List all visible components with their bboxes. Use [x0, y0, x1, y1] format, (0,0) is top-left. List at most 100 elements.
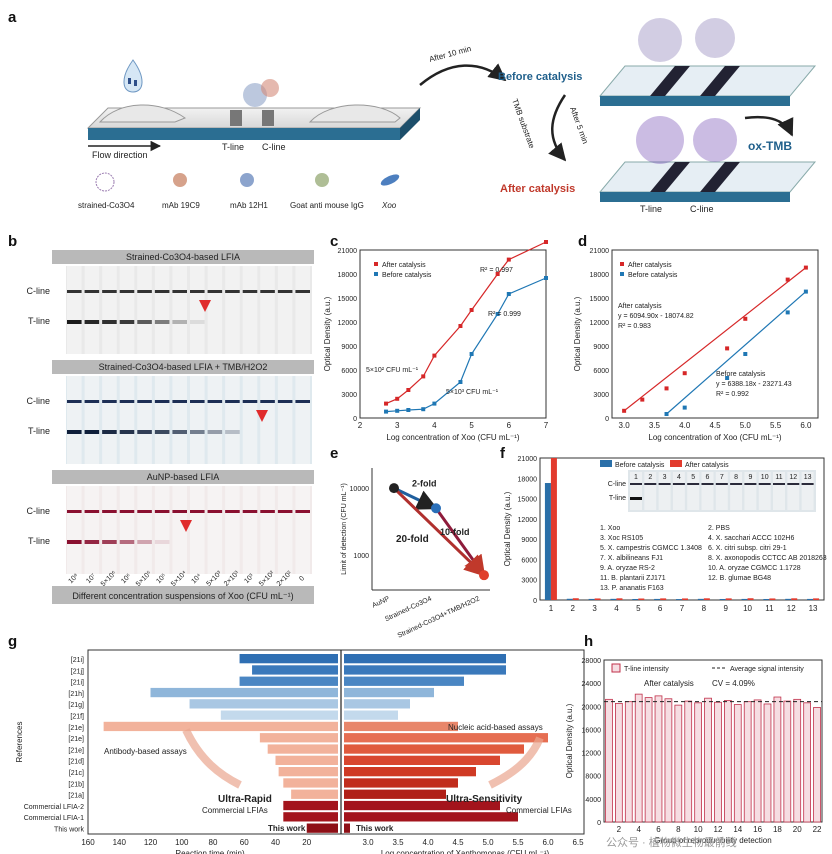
- bar: [694, 702, 702, 823]
- strain-item: 3. Xoc RS105: [600, 535, 643, 542]
- inset-lane: [687, 472, 700, 510]
- c-line-band: [172, 510, 187, 513]
- t-line-band: [225, 430, 240, 434]
- c-line-band: [190, 290, 205, 293]
- y-tick-label: 0: [533, 598, 537, 605]
- panel-f-label: f: [500, 445, 506, 462]
- c-line-band: [190, 400, 205, 403]
- reference-label: [21h]: [68, 691, 84, 698]
- x-tick-label: 20: [793, 825, 802, 834]
- y-axis-label: Optical Density (a.u.): [323, 296, 332, 371]
- concentration-tick: 10³: [243, 572, 256, 585]
- inset-c-line: [630, 483, 642, 485]
- y-tick-label: 12000: [338, 320, 358, 327]
- panel-h: h 0 4000 8000 12000 16000 20000 24000 28000 Opti…: [565, 633, 823, 845]
- strip-lane: [102, 376, 117, 464]
- strip-lane: [172, 486, 187, 574]
- data-point: [682, 371, 687, 376]
- strip-lane: [277, 266, 293, 354]
- c-line-band: [172, 400, 187, 403]
- strain-item: 10. A. oryzae CGMCC 1.1728: [708, 565, 801, 572]
- bar: [773, 696, 782, 823]
- droplet-icon: [123, 59, 143, 93]
- c-line-band: [102, 290, 117, 293]
- y-tick-label: 0: [597, 820, 601, 827]
- strip-lane: [260, 486, 275, 574]
- y-tick-label: 8000: [585, 774, 601, 781]
- time-bar: [306, 823, 338, 833]
- strain-item: 12. B. glumae BG48: [708, 575, 771, 582]
- y-tick-label: 9000: [593, 344, 609, 351]
- strip-lane: [225, 376, 240, 464]
- data-point: [469, 308, 474, 312]
- bar: [572, 598, 579, 600]
- data-point: [725, 346, 730, 351]
- fit-line: [623, 267, 807, 412]
- bar: [664, 698, 673, 823]
- bar: [660, 598, 667, 600]
- t-line-band: [154, 320, 170, 324]
- group-label: This work: [356, 824, 394, 833]
- inset-c-line: [687, 483, 700, 485]
- reference-label: [21e]: [68, 736, 84, 743]
- group-label: Ultra-Sensitivity: [446, 794, 523, 805]
- data-point: [743, 352, 748, 356]
- strip-block-title: AuNP-based LFIA: [147, 472, 220, 482]
- panel-a: a Flow direction T-line C-line: [8, 9, 817, 214]
- bar: [724, 700, 732, 823]
- c-line-label-a2: C-line: [690, 204, 714, 214]
- bar: [763, 598, 770, 600]
- inset-lane: [630, 472, 642, 510]
- data-point: [544, 276, 548, 280]
- strip-lane: [137, 486, 152, 574]
- legend-item: mAb 19C9: [162, 201, 200, 210]
- bar: [544, 483, 551, 600]
- data-point: [622, 408, 627, 413]
- t-line-band: [84, 430, 100, 434]
- inset-lane: [658, 472, 671, 510]
- y-axis-label: Optical Density (a.u.): [503, 491, 512, 566]
- t-line-band: [67, 430, 82, 434]
- inset-c-line: [787, 483, 800, 485]
- chart-h: 0 4000 8000 12000 16000 20000 24000 28000 Optica…: [565, 658, 823, 845]
- y-tick-label: 10000: [350, 486, 370, 493]
- panel-e-label: e: [330, 445, 338, 462]
- bar: [747, 598, 754, 600]
- x-tick-label: 6: [658, 604, 663, 613]
- inset-lane-number: 8: [734, 474, 738, 481]
- lod-point: [389, 483, 399, 494]
- x-tick-label: 10: [743, 604, 752, 613]
- annotation: R² = 0.997: [480, 267, 513, 274]
- chart-f: 0 3000 6000 9000 12000 15000 18000 21000 Optical…: [503, 456, 827, 613]
- data-point: [432, 401, 437, 406]
- bar: [594, 598, 601, 600]
- legend-label: After catalysis: [685, 462, 729, 469]
- y-tick-label: 9000: [521, 537, 537, 544]
- y-tick-label: 0: [353, 416, 357, 423]
- strip-lane: [84, 376, 100, 464]
- reference-label: Commercial LFIA-2: [24, 804, 84, 811]
- bar: [763, 703, 772, 823]
- x-tick-label: 2: [617, 825, 622, 834]
- after-5-label: After 5 min: [568, 106, 590, 145]
- data-point: [664, 386, 669, 391]
- inset-lane-number: 1: [634, 474, 638, 481]
- strip-lane: [225, 486, 240, 574]
- xoo-bacterium-icon: [380, 174, 400, 186]
- group-label: Commercial LFIAs: [506, 806, 572, 815]
- inset-lane-number: 5: [691, 474, 695, 481]
- t-line-band: [190, 320, 205, 324]
- panel-b-label: b: [8, 233, 17, 250]
- concentration-tick: 10⁸: [67, 573, 80, 586]
- c-line-label: C-line: [26, 396, 50, 406]
- data-point: [743, 316, 748, 321]
- legend-marker: [374, 272, 378, 276]
- x-tick-label: 9: [723, 604, 728, 613]
- bar: [616, 598, 623, 600]
- antibody-cluster: [243, 83, 267, 107]
- bar: [654, 695, 663, 823]
- t-line-band: [172, 320, 187, 324]
- bar: [676, 599, 682, 600]
- sensitivity-bar: [344, 789, 446, 799]
- time-bar: [275, 755, 338, 765]
